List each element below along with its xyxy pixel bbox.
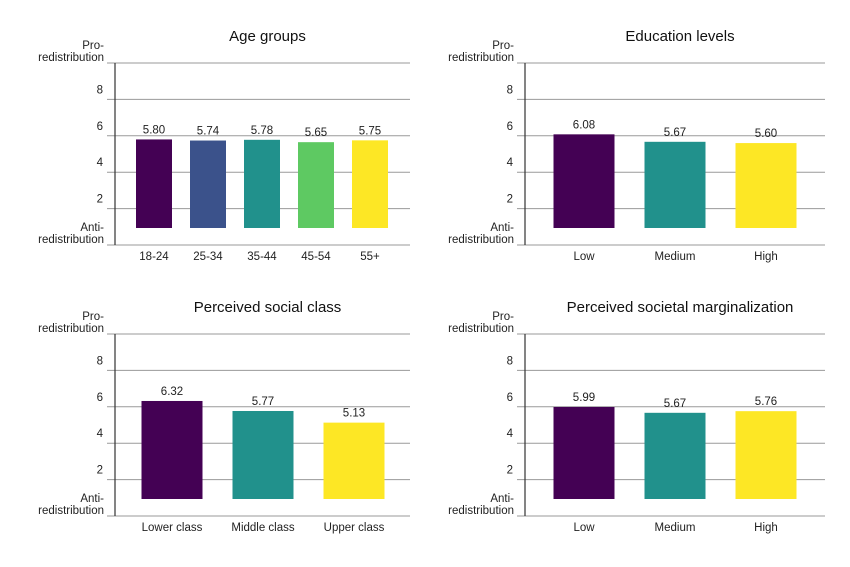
bar-value-label: 6.32: [161, 386, 183, 398]
bar-value-label: 6.08: [573, 119, 595, 131]
bar-value-label: 5.99: [573, 392, 595, 404]
chart-panel: Perceived social class Pro-redistribution…: [38, 299, 410, 534]
y-tick-label: 2: [97, 465, 103, 477]
bar-value-label: 5.60: [755, 128, 777, 140]
bar: [644, 141, 706, 228]
x-tick-label: High: [754, 251, 778, 263]
y-tick-label: 4: [507, 428, 514, 440]
y-tick-label: 2: [97, 194, 103, 206]
y-tick-label: Pro-redistribution: [38, 311, 104, 335]
x-tick-label: Medium: [655, 522, 696, 534]
y-tick-label: 2: [507, 465, 513, 477]
x-tick-label: High: [754, 522, 778, 534]
bar: [298, 142, 334, 228]
bar: [735, 143, 797, 228]
x-tick-label: 55+: [360, 251, 380, 263]
bar: [323, 422, 385, 499]
x-tick-label: 35-44: [247, 251, 277, 263]
bar-value-label: 5.78: [251, 125, 273, 137]
bar: [136, 139, 172, 228]
y-tick-label: 6: [97, 121, 103, 133]
bar: [352, 140, 388, 228]
y-tick-label: Anti-redistribution: [448, 493, 514, 517]
x-tick-label: 45-54: [301, 251, 331, 263]
y-tick-label: 8: [507, 355, 513, 367]
bar-value-label: 5.13: [343, 408, 365, 420]
bar-value-label: 5.65: [305, 127, 327, 139]
x-tick-label: 25-34: [193, 251, 223, 263]
y-tick-label: 4: [507, 157, 514, 169]
y-tick-label: Anti-redistribution: [448, 222, 514, 246]
x-tick-label: Low: [573, 251, 595, 263]
x-tick-label: Upper class: [324, 522, 385, 534]
chart-panel: Perceived societal marginalization Pro-re…: [448, 299, 825, 534]
chart-panel: Education levels Pro-redistribution 8 6 4 2 An…: [448, 28, 825, 263]
y-tick-label: 4: [97, 157, 104, 169]
chart-title: Education levels: [625, 28, 734, 45]
chart-title: Perceived societal marginalization: [567, 299, 794, 316]
bar-value-label: 5.74: [197, 126, 220, 138]
bar-value-label: 5.77: [252, 396, 274, 408]
y-tick-label: Pro-redistribution: [448, 40, 514, 64]
y-tick-label: 6: [97, 392, 103, 404]
x-tick-label: Middle class: [231, 522, 295, 534]
x-tick-label: Lower class: [142, 522, 203, 534]
bar: [244, 139, 280, 228]
chart-title: Perceived social class: [194, 299, 342, 316]
x-tick-label: Low: [573, 522, 595, 534]
y-tick-label: 8: [507, 84, 513, 96]
bar-value-label: 5.67: [664, 398, 686, 410]
bar: [141, 400, 203, 499]
y-tick-label: 8: [97, 355, 103, 367]
bar-value-label: 5.80: [143, 124, 165, 136]
y-tick-label: Anti-redistribution: [38, 222, 104, 246]
bar-value-label: 5.75: [359, 125, 381, 137]
bar-value-label: 5.67: [664, 127, 686, 139]
bar: [190, 140, 226, 228]
bar: [644, 412, 706, 499]
y-tick-label: Anti-redistribution: [38, 493, 104, 517]
chart-title: Age groups: [229, 28, 306, 45]
y-tick-label: 6: [507, 392, 513, 404]
y-tick-label: 4: [97, 428, 104, 440]
y-tick-label: Pro-redistribution: [448, 311, 514, 335]
bar: [553, 134, 615, 228]
x-tick-label: Medium: [655, 251, 696, 263]
bar-value-label: 5.76: [755, 396, 777, 408]
x-tick-label: 18-24: [139, 251, 169, 263]
bar: [232, 410, 294, 499]
bar: [553, 406, 615, 499]
y-tick-label: Pro-redistribution: [38, 40, 104, 64]
y-tick-label: 2: [507, 194, 513, 206]
y-tick-label: 8: [97, 84, 103, 96]
y-tick-label: 6: [507, 121, 513, 133]
bar: [735, 411, 797, 499]
chart-panel: Age groups Pro-redistribution 8 6 4 2 Anti-red…: [38, 28, 410, 263]
